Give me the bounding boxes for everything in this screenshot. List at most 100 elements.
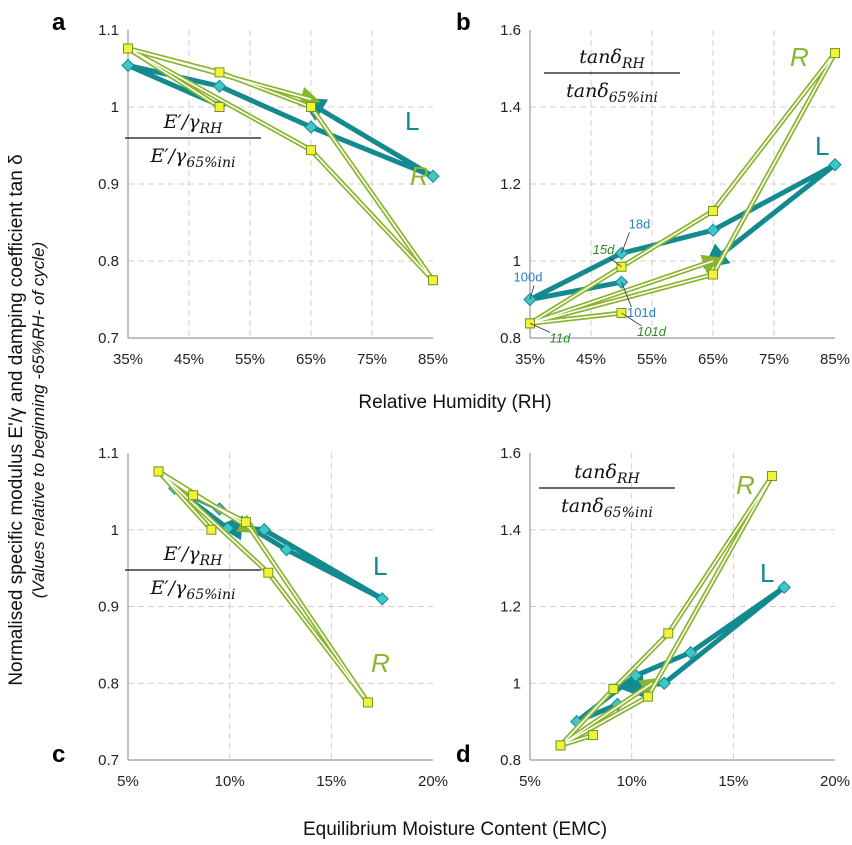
x-tick-label: 65%: [296, 351, 326, 368]
data-point-R: [240, 517, 251, 528]
data-point-L: [279, 542, 294, 557]
x-tick-label: 75%: [759, 351, 789, 368]
series-line-L: [574, 584, 787, 725]
series-line-R-inner: [529, 52, 836, 325]
y-axis-title-sub: (Values relative to beginning -65%RH- of…: [29, 242, 48, 599]
series-label-L: L: [373, 551, 387, 581]
series-label-R: R: [790, 42, 809, 72]
annotation-leader: [621, 282, 632, 308]
x-tick-label: 85%: [820, 351, 850, 368]
data-point-L: [777, 580, 791, 595]
data-point-L: [304, 120, 318, 134]
series-label-L: L: [405, 106, 419, 136]
x-axis-title-top: Relative Humidity (RH): [358, 392, 551, 413]
data-point-R: [206, 524, 217, 535]
y-tick-label: 0.9: [98, 176, 119, 193]
y-tick-label: 1.1: [98, 22, 119, 39]
data-point-L: [375, 592, 389, 606]
data-point-R: [830, 48, 840, 59]
data-point-R: [153, 466, 164, 477]
y-tick-label: 1: [513, 675, 521, 692]
formula-numerator: E′/γRH: [163, 543, 223, 569]
data-point-R: [642, 691, 653, 702]
panel-b: 35% 45% 55% 65% 75% 85% 0.8 1 1.2 1.4 1.6 L R 100d 18d…: [456, 9, 850, 368]
data-point-R: [306, 102, 316, 112]
panel-a: 35% 45% 55% 65% 75% 85%0.70.80.911.1LRE′/γRHE…: [52, 9, 448, 368]
x-tick-label: 15%: [718, 773, 748, 790]
day-annotation: 100d: [514, 270, 543, 285]
y-tick-label: 0.7: [98, 752, 119, 769]
y-tick-label: 1.4: [500, 522, 521, 539]
x-tick-label: 35%: [515, 351, 545, 368]
x-tick-label: 45%: [576, 351, 606, 368]
day-annotation: 101d: [637, 324, 667, 339]
data-point-R: [663, 628, 674, 639]
series-label-R: R: [371, 648, 390, 678]
x-tick-label: 20%: [820, 773, 850, 790]
x-tick-label: 55%: [235, 351, 265, 368]
data-point-R: [214, 67, 225, 78]
annotation-leader: [529, 285, 535, 300]
x-tick-label: 5%: [117, 773, 139, 790]
x-tick-label: 10%: [215, 773, 245, 790]
day-annotation: 15d: [593, 242, 615, 257]
data-point-L: [706, 223, 720, 237]
data-point-R: [123, 43, 133, 54]
formula-numerator: tanδRH: [574, 461, 640, 487]
data-point-L: [828, 158, 842, 172]
x-tick-label: 65%: [698, 351, 728, 368]
data-point-L: [683, 645, 698, 660]
formula-denominator: E′/γ65%ini: [149, 145, 235, 171]
annotation-leader: [609, 257, 622, 268]
x-tick-label: 20%: [418, 773, 448, 790]
data-point-R: [588, 730, 599, 741]
y-tick-label: 1: [513, 253, 521, 270]
x-tick-label: 10%: [617, 773, 647, 790]
y-tick-label: 1.2: [500, 176, 521, 193]
y-tick-label: 1: [111, 522, 119, 539]
x-tick-label: 75%: [357, 351, 387, 368]
data-point-R: [188, 490, 199, 501]
series-line-R-inner: [157, 470, 369, 704]
data-point-L: [426, 169, 440, 184]
series-line-R-inner: [127, 47, 434, 281]
data-point-R: [708, 269, 718, 280]
formula-denominator: E′/γ65%ini: [149, 577, 235, 603]
formula-numerator: tanδRH: [579, 46, 645, 72]
data-point-R: [555, 740, 566, 751]
y-tick-label: 0.8: [98, 253, 119, 270]
y-tick-label: 1.6: [500, 445, 521, 462]
series-label-L: L: [760, 558, 774, 588]
y-tick-label: 1.2: [500, 599, 521, 616]
y-tick-label: 1.4: [500, 99, 521, 116]
x-axis-title-bottom: Equilibrium Moisture Content (EMC): [303, 819, 607, 840]
annotation-leader: [621, 312, 642, 327]
formula-fraction: E′/γRH E′/γ65%ini: [125, 111, 261, 171]
series-line-L: [125, 62, 436, 179]
annotation-leader: [621, 232, 630, 254]
formula-fraction: tanδRH tanδ65%ini: [539, 461, 675, 521]
y-tick-label: 1.6: [500, 22, 521, 39]
series-label-R: R: [410, 161, 429, 191]
data-point-R: [428, 275, 438, 286]
annotation-leader: [529, 323, 551, 333]
panel-letter: a: [52, 9, 66, 36]
day-annotation: 101d: [627, 305, 656, 320]
data-point-L: [257, 523, 271, 537]
data-point-R: [263, 567, 274, 578]
panel-letter: c: [52, 741, 65, 768]
series-line-R-inner: [559, 475, 773, 747]
day-annotation: 18d: [629, 216, 651, 231]
y-tick-label: 0.8: [500, 330, 521, 347]
x-tick-label: 45%: [174, 351, 204, 368]
y-tick-label: 0.8: [98, 675, 119, 692]
y-tick-label: 0.8: [500, 752, 521, 769]
formula-numerator: E′/γRH: [163, 111, 223, 137]
formula-fraction: E′/γRH E′/γ65%ini: [125, 543, 261, 603]
day-annotation: 11d: [550, 330, 571, 345]
data-point-R: [214, 102, 225, 112]
formula-denominator: tanδ65%ini: [561, 495, 653, 521]
x-tick-label: 35%: [113, 351, 143, 368]
data-point-R: [306, 145, 316, 156]
